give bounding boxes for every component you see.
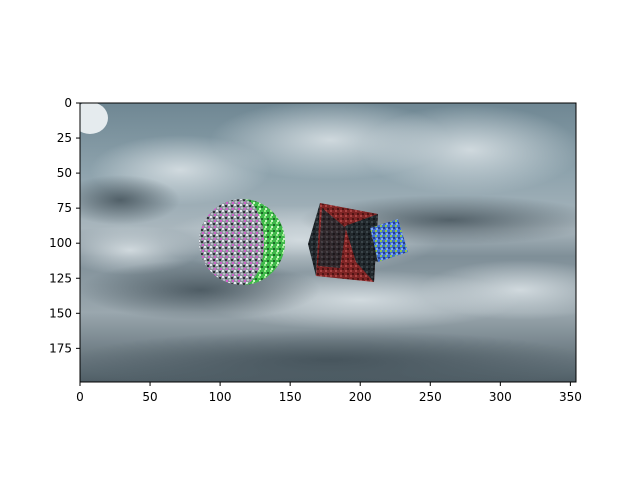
y-tick-label: 100 [49,236,72,250]
photo-image [80,103,576,382]
x-tick-label: 0 [76,390,84,404]
textured-sphere [199,199,285,285]
y-tick-label: 75 [57,201,72,215]
textured-cube-small [360,219,408,262]
axes-frame [79,102,577,383]
x-tick-label: 350 [559,390,582,404]
x-tick-label: 100 [209,390,232,404]
textured-cube-large [308,203,378,282]
y-axis: 0 25 50 75 100 125 150 175 [49,96,80,355]
y-tick-label: 175 [49,341,72,355]
y-tick-label: 150 [49,306,72,320]
x-axis: 0 50 100 150 200 250 300 350 [76,382,582,404]
y-tick-label: 125 [49,271,72,285]
x-tick-label: 150 [279,390,302,404]
y-tick-label: 0 [64,96,72,110]
y-tick-label: 50 [57,166,72,180]
x-tick-label: 50 [142,390,157,404]
x-tick-label: 300 [489,390,512,404]
x-tick-label: 200 [349,390,372,404]
x-tick-label: 250 [419,390,442,404]
y-tick-label: 25 [57,131,72,145]
